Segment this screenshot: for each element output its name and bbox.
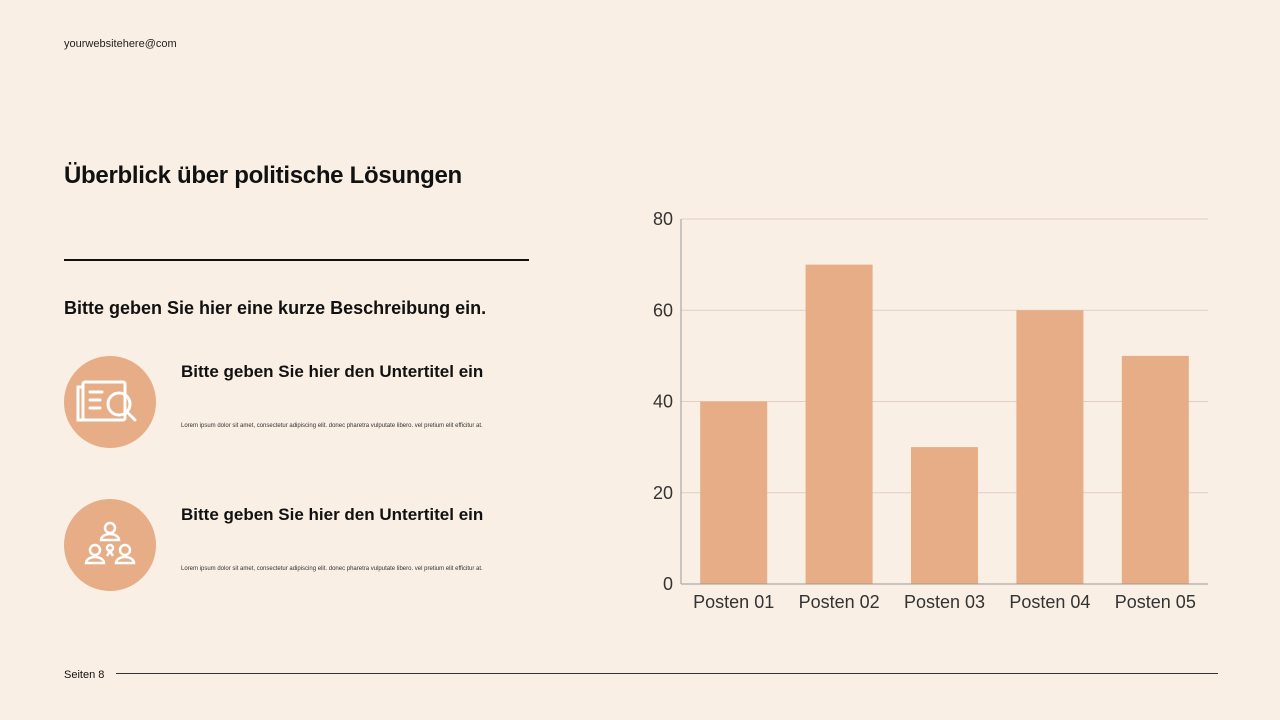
website-email: yourwebsitehere@com xyxy=(64,38,177,50)
page-number: Seiten 8 xyxy=(64,669,105,681)
page-title: Überblick über politische Lösungen xyxy=(64,162,462,189)
item-subtitle: Bitte geben Sie hier den Untertitel ein xyxy=(181,505,484,524)
y-tick-label: 20 xyxy=(653,483,673,503)
team-network-icon xyxy=(64,499,156,591)
x-tick-label: Posten 04 xyxy=(1009,592,1090,612)
x-tick-label: Posten 03 xyxy=(904,592,985,612)
bar xyxy=(1121,355,1189,584)
item-text: Lorem ipsum dolor sit amet, consectetur … xyxy=(181,423,483,429)
footer-line xyxy=(116,673,1218,674)
description: Bitte geben Sie hier eine kurze Beschrei… xyxy=(64,298,487,318)
y-tick-label: 60 xyxy=(653,300,673,320)
title-divider xyxy=(64,259,529,261)
item-text: Lorem ipsum dolor sit amet, consectetur … xyxy=(181,566,483,572)
x-tick-label: Posten 01 xyxy=(693,592,774,612)
bar xyxy=(911,447,978,584)
y-tick-label: 40 xyxy=(653,392,673,412)
bar xyxy=(700,401,768,584)
x-tick-label: Posten 05 xyxy=(1115,592,1196,612)
newspaper-search-icon xyxy=(64,356,156,448)
bar xyxy=(805,264,873,584)
y-tick-label: 0 xyxy=(663,574,673,594)
item-subtitle: Bitte geben Sie hier den Untertitel ein xyxy=(181,362,484,381)
x-tick-label: Posten 02 xyxy=(799,592,880,612)
bar xyxy=(1016,310,1084,584)
y-tick-label: 80 xyxy=(653,209,673,229)
